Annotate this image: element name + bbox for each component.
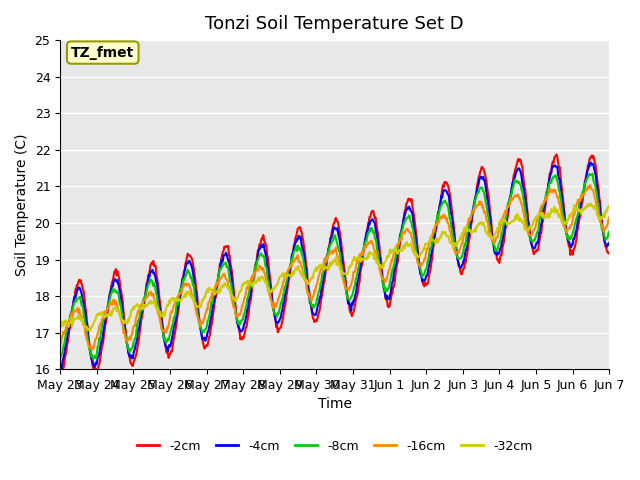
-8cm [589,171,596,177]
-16cm [419,260,426,266]
-32cm [587,201,595,207]
-32cm [208,288,216,294]
-4cm [179,276,186,282]
-16cm [403,227,410,233]
Text: TZ_fmet: TZ_fmet [71,46,134,60]
-8cm [207,300,215,305]
-2cm [401,207,409,213]
-16cm [56,344,64,350]
-32cm [56,325,64,331]
-8cm [56,357,64,362]
-8cm [67,312,74,317]
-4cm [605,240,613,246]
-4cm [587,160,595,166]
Line: -4cm: -4cm [60,163,609,369]
-32cm [124,321,131,326]
-8cm [417,270,425,276]
-2cm [56,366,64,372]
-16cm [89,347,97,352]
-32cm [84,327,92,333]
Y-axis label: Soil Temperature (C): Soil Temperature (C) [15,133,29,276]
-4cm [207,313,215,319]
Line: -2cm: -2cm [60,155,609,369]
-4cm [417,273,425,279]
-32cm [67,321,74,326]
X-axis label: Time: Time [317,397,352,411]
-2cm [605,250,613,255]
-8cm [179,281,186,287]
Legend: -2cm, -4cm, -8cm, -16cm, -32cm: -2cm, -4cm, -8cm, -16cm, -32cm [132,435,538,458]
-2cm [67,325,74,331]
Line: -32cm: -32cm [60,204,609,330]
-16cm [586,182,594,188]
Line: -16cm: -16cm [60,185,609,349]
-16cm [605,215,613,220]
-2cm [553,152,561,157]
-16cm [67,316,74,322]
-32cm [179,294,187,300]
-2cm [207,323,215,328]
-32cm [605,203,613,209]
-16cm [124,338,131,344]
-4cm [123,340,131,346]
-2cm [417,272,425,278]
-2cm [123,336,131,342]
-32cm [403,241,410,247]
-4cm [67,321,74,326]
-16cm [208,290,216,296]
-4cm [401,210,409,216]
-8cm [605,228,613,234]
-8cm [401,218,409,224]
-32cm [419,250,426,255]
-2cm [179,282,186,288]
-8cm [123,337,131,343]
Line: -8cm: -8cm [60,174,609,360]
-16cm [179,284,187,290]
Title: Tonzi Soil Temperature Set D: Tonzi Soil Temperature Set D [205,15,464,33]
-4cm [56,366,64,372]
